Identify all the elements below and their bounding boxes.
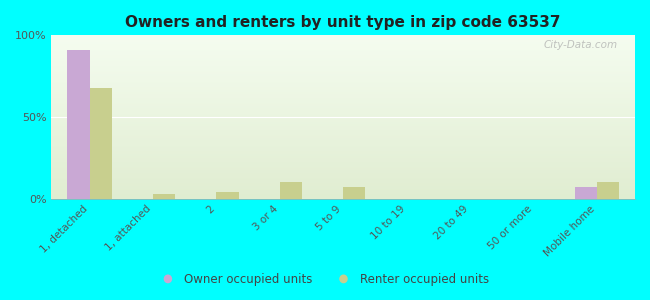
Bar bbox=[575, 187, 597, 199]
Title: Owners and renters by unit type in zip code 63537: Owners and renters by unit type in zip c… bbox=[125, 15, 561, 30]
Bar bbox=[68, 50, 90, 199]
Bar bbox=[153, 194, 175, 199]
Bar bbox=[597, 182, 619, 199]
Bar bbox=[343, 187, 365, 199]
Text: City-Data.com: City-Data.com bbox=[543, 40, 618, 50]
Bar bbox=[216, 192, 239, 199]
Bar bbox=[90, 88, 112, 199]
Legend: Owner occupied units, Renter occupied units: Owner occupied units, Renter occupied un… bbox=[156, 269, 494, 291]
Bar bbox=[280, 182, 302, 199]
